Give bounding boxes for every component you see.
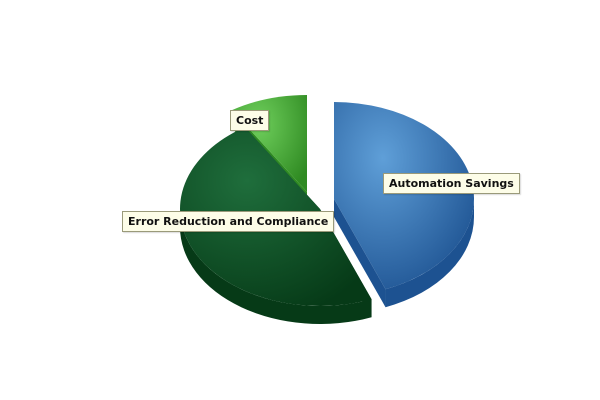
slice-label-cost: Cost <box>230 110 270 131</box>
slice-cut-automation-savings-1 <box>334 199 386 308</box>
slice-label-error-reduction: Error Reduction and Compliance <box>122 211 335 232</box>
slice-side-error-reduction-and-compliance <box>180 209 372 324</box>
slice-side-automation-savings <box>385 199 474 308</box>
slice-label-automation-savings: Automation Savings <box>383 173 520 194</box>
slice-automation-savings <box>334 102 474 290</box>
